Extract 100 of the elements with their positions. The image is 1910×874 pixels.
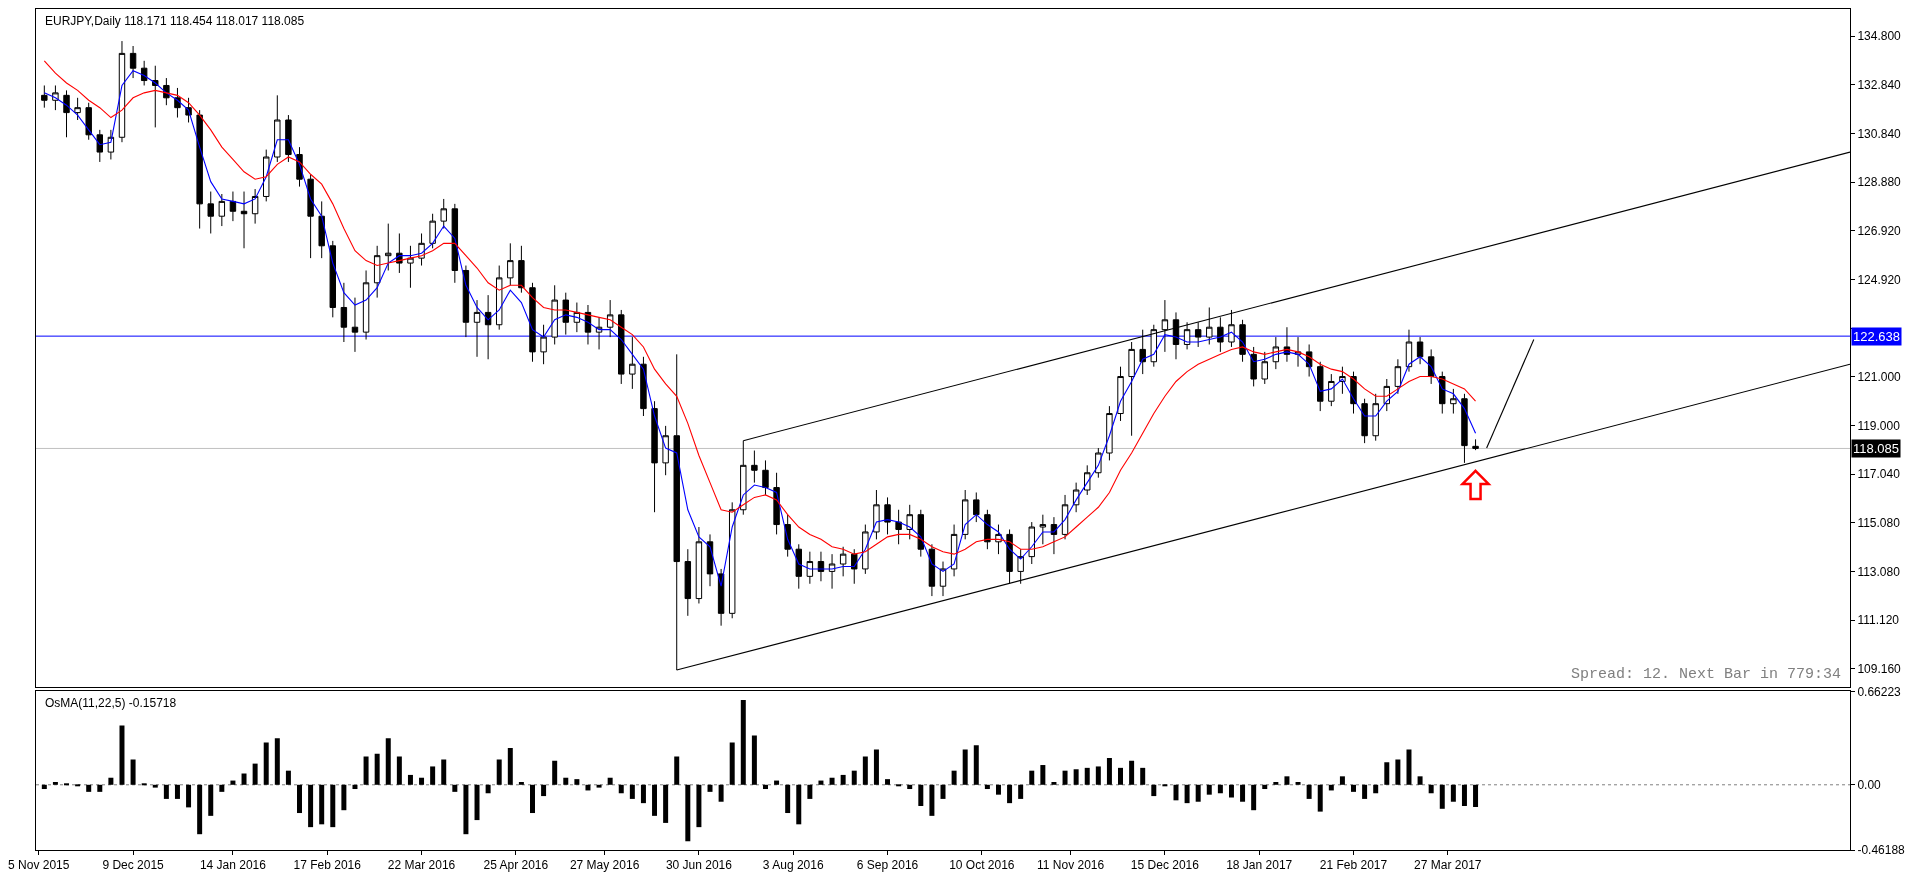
bar bbox=[97, 784, 103, 792]
candlestick bbox=[207, 191, 214, 234]
bar bbox=[1228, 784, 1234, 798]
candlestick bbox=[407, 245, 414, 289]
candlestick bbox=[362, 269, 370, 341]
candlestick bbox=[129, 45, 137, 79]
candlestick bbox=[507, 242, 514, 286]
bar bbox=[1240, 784, 1246, 802]
y-tick-label: 113.080 bbox=[1857, 565, 1901, 580]
x-tick-label: 18 Jan 2017 bbox=[1226, 858, 1293, 873]
candlestick bbox=[1405, 329, 1413, 373]
bar bbox=[1295, 781, 1301, 785]
bar bbox=[607, 777, 613, 785]
bar bbox=[297, 784, 302, 814]
bar bbox=[1284, 776, 1290, 785]
ref-line-label: 122.638 bbox=[1853, 329, 1900, 344]
bar bbox=[41, 784, 47, 790]
candlestick bbox=[218, 193, 226, 227]
bar bbox=[740, 700, 746, 785]
bar bbox=[995, 784, 1001, 795]
candlestick bbox=[229, 191, 237, 222]
bar bbox=[1051, 781, 1057, 785]
bar bbox=[1306, 784, 1312, 799]
y-tick-label: 132.840 bbox=[1857, 77, 1902, 92]
bar bbox=[1040, 765, 1046, 785]
bar bbox=[1251, 784, 1257, 811]
candlestick bbox=[695, 526, 703, 604]
bar bbox=[640, 784, 646, 804]
bar bbox=[1450, 784, 1456, 802]
bar bbox=[1184, 784, 1190, 804]
bar bbox=[1084, 767, 1090, 785]
candlestick bbox=[551, 284, 558, 345]
candlestick bbox=[1172, 311, 1180, 360]
bar bbox=[807, 784, 813, 799]
candlestick bbox=[1472, 438, 1479, 451]
candlestick bbox=[107, 129, 115, 160]
bar bbox=[463, 784, 469, 835]
candlestick bbox=[85, 102, 92, 141]
bar bbox=[1428, 784, 1434, 794]
bar bbox=[1262, 784, 1268, 790]
x-tick-label: 27 May 2016 bbox=[569, 858, 640, 873]
bar bbox=[973, 745, 979, 785]
candlestick bbox=[1228, 309, 1235, 348]
bar bbox=[130, 759, 136, 785]
candlestick bbox=[318, 200, 325, 259]
bar bbox=[407, 774, 413, 785]
bar bbox=[197, 784, 203, 835]
candlestick bbox=[606, 299, 614, 338]
y-tick-label: 121.000 bbox=[1857, 369, 1902, 384]
y-tick-label: 117.040 bbox=[1857, 467, 1901, 482]
bar bbox=[962, 749, 968, 785]
bar bbox=[174, 784, 180, 799]
bar bbox=[52, 781, 58, 785]
candlestick bbox=[1261, 351, 1268, 385]
bar bbox=[829, 777, 835, 785]
candlestick bbox=[529, 282, 536, 363]
candlestick bbox=[873, 489, 880, 540]
candlestick bbox=[1461, 393, 1468, 464]
x-tick-label: 17 Feb 2016 bbox=[293, 858, 362, 873]
candlestick bbox=[1039, 514, 1047, 545]
bar bbox=[319, 784, 325, 825]
x-tick-label: 10 Oct 2016 bbox=[949, 858, 1015, 873]
bar bbox=[984, 784, 990, 790]
candlestick bbox=[518, 245, 525, 294]
candlestick bbox=[662, 425, 669, 476]
bar bbox=[685, 784, 691, 842]
bar bbox=[108, 777, 114, 785]
bar bbox=[1073, 769, 1079, 785]
bar bbox=[363, 756, 369, 785]
bar bbox=[1217, 784, 1223, 794]
bar bbox=[1095, 766, 1101, 785]
x-tick-label: 30 Jun 2016 bbox=[665, 858, 733, 873]
bar bbox=[1317, 784, 1323, 812]
candlestick bbox=[751, 450, 758, 484]
bar bbox=[729, 742, 735, 785]
candlestick bbox=[118, 40, 126, 143]
bar bbox=[385, 738, 391, 785]
candlestick bbox=[1161, 299, 1169, 353]
candlestick bbox=[1139, 329, 1146, 375]
bar bbox=[885, 779, 891, 785]
bar bbox=[1339, 776, 1345, 785]
bar bbox=[474, 784, 480, 821]
bar bbox=[208, 784, 214, 816]
candlestick bbox=[928, 543, 936, 597]
candlestick bbox=[63, 89, 70, 138]
candlestick bbox=[684, 548, 692, 617]
candlestick bbox=[307, 173, 314, 259]
bar bbox=[1362, 784, 1368, 799]
bar bbox=[907, 784, 913, 790]
bar bbox=[1384, 762, 1390, 785]
candlestick bbox=[795, 543, 802, 590]
bar bbox=[86, 784, 92, 792]
bar bbox=[1029, 770, 1035, 785]
candlestick bbox=[1217, 316, 1224, 353]
bar bbox=[219, 784, 225, 792]
candlestick bbox=[473, 299, 481, 358]
candlestick bbox=[274, 94, 281, 163]
candlestick bbox=[1006, 528, 1013, 585]
bar bbox=[552, 760, 558, 785]
x-tick-label: 25 Apr 2016 bbox=[483, 858, 549, 873]
